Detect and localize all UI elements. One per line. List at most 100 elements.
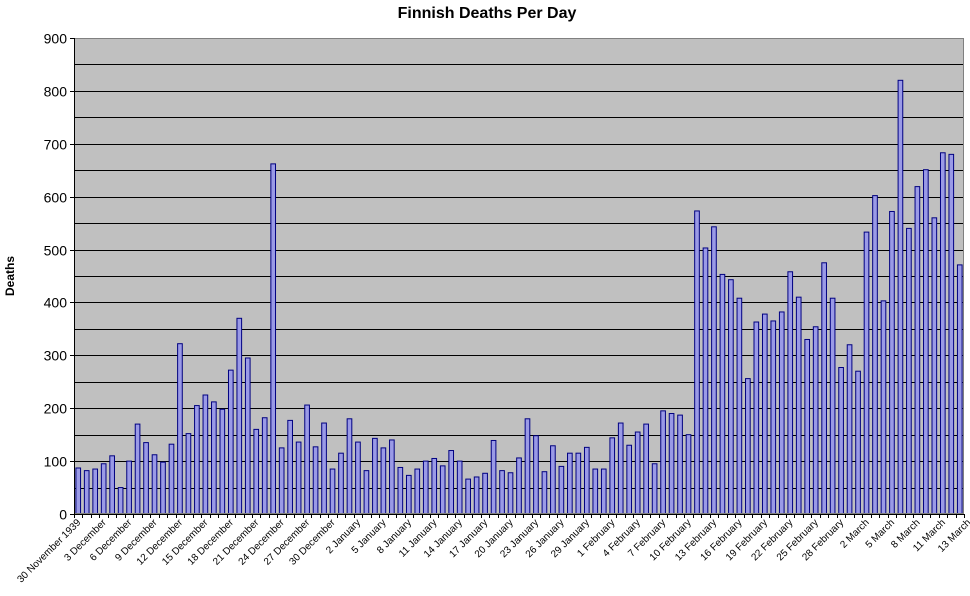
- y-tick-label: 0: [59, 507, 67, 523]
- bar: [838, 367, 844, 515]
- bar: [143, 442, 149, 515]
- bar: [702, 247, 709, 515]
- bar: [270, 163, 277, 515]
- axes: [74, 38, 964, 515]
- bar: [261, 417, 268, 515]
- y-tick-label: 400: [44, 295, 68, 311]
- bar: [956, 264, 963, 515]
- bar: [227, 369, 234, 515]
- bar: [846, 344, 853, 515]
- bar: [499, 470, 505, 515]
- bar: [397, 466, 404, 515]
- bar: [194, 405, 200, 515]
- bar: [897, 79, 904, 515]
- bar: [778, 311, 785, 515]
- bar: [304, 404, 310, 515]
- bar: [804, 338, 811, 515]
- bar: [914, 186, 921, 515]
- bar: [507, 472, 514, 515]
- bar: [75, 467, 82, 515]
- y-tick-label: 900: [44, 31, 68, 47]
- bar: [728, 279, 734, 515]
- bar: [253, 428, 260, 515]
- bar: [295, 441, 302, 515]
- bar: [821, 262, 827, 515]
- y-tick-label: 600: [44, 190, 68, 206]
- bar: [312, 446, 319, 515]
- bar: [338, 452, 344, 515]
- bar: [278, 447, 285, 515]
- bar: [321, 422, 327, 515]
- y-tick-label: 700: [44, 137, 68, 153]
- bar: [516, 457, 522, 515]
- bar: [609, 437, 616, 515]
- bar: [482, 472, 488, 515]
- bar: [880, 300, 887, 515]
- bar: [889, 210, 895, 515]
- bar: [634, 431, 641, 515]
- bar: [109, 455, 115, 515]
- bar: [177, 343, 183, 515]
- bar: [770, 320, 777, 515]
- bar: [550, 445, 556, 515]
- y-tick-label: 800: [44, 84, 68, 100]
- bar: [600, 468, 607, 515]
- bar: [660, 410, 666, 515]
- bar: [829, 297, 836, 515]
- bar: [473, 476, 480, 515]
- bar: [168, 443, 175, 515]
- bar: [236, 317, 243, 515]
- bar: [439, 465, 446, 515]
- y-tick-label: 300: [44, 348, 68, 364]
- bar: [931, 217, 938, 515]
- bar: [948, 153, 955, 515]
- bar: [372, 437, 378, 515]
- bar: [126, 460, 132, 515]
- bar: [643, 423, 649, 515]
- bar: [363, 470, 370, 515]
- bar: [592, 468, 599, 515]
- bar: [812, 326, 819, 515]
- bar: [211, 401, 217, 515]
- bar: [414, 468, 421, 515]
- bar: [923, 169, 929, 515]
- bar: [626, 444, 633, 515]
- bar: [906, 227, 912, 515]
- bar: [134, 423, 141, 515]
- bar: [863, 231, 870, 515]
- bar: [160, 461, 166, 515]
- bars: [75, 79, 963, 515]
- bar: [533, 435, 539, 515]
- bar: [405, 474, 412, 515]
- bar: [668, 413, 675, 515]
- bar: [151, 454, 158, 515]
- bar: [575, 452, 582, 515]
- bar: [745, 378, 751, 515]
- bar: [736, 297, 743, 515]
- bar: [753, 321, 760, 515]
- bar: [711, 226, 717, 515]
- y-tick-label: 500: [44, 243, 68, 259]
- bar: [346, 418, 353, 515]
- bar: [422, 460, 429, 515]
- bar: [787, 271, 794, 515]
- bar: [651, 463, 658, 515]
- bar: [92, 468, 99, 515]
- bar: [872, 195, 878, 515]
- y-tick-label: 200: [44, 401, 68, 417]
- bar: [939, 152, 946, 515]
- bar: [855, 370, 861, 515]
- bar: [202, 394, 209, 515]
- bar: [83, 470, 90, 515]
- bar: [541, 471, 548, 515]
- bar: [567, 452, 573, 515]
- bar: [219, 408, 226, 515]
- bar: [389, 439, 395, 515]
- y-tick-label: 100: [44, 454, 68, 470]
- bar: [795, 296, 802, 515]
- bar: [431, 457, 438, 515]
- bar: [583, 446, 590, 515]
- chart-title: Finnish Deaths Per Day: [398, 5, 577, 22]
- bar: [677, 414, 683, 515]
